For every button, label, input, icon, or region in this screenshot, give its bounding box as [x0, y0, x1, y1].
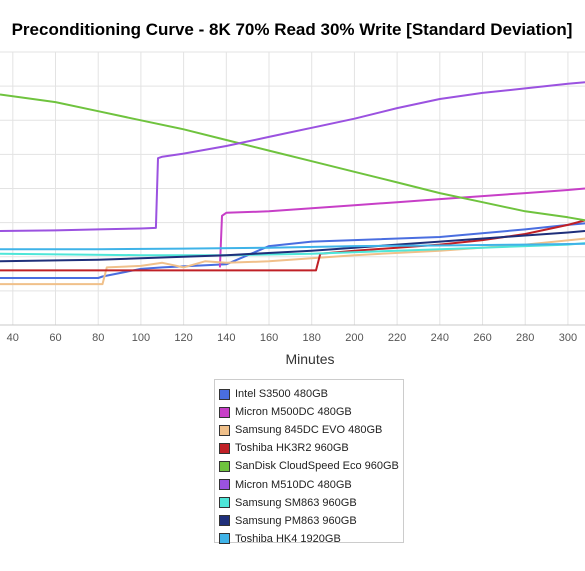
grid: [0, 51, 585, 326]
legend-swatch: [219, 442, 230, 454]
legend-swatch: [219, 533, 230, 545]
legend-swatch: [219, 460, 230, 472]
legend-label: Samsung 845DC EVO 480GB: [235, 424, 383, 437]
legend-label: Samsung SM863 960GB: [235, 496, 357, 509]
x-tick-labels: 40 60 80 100 120 140 160 180 200 220 240 260 280 300: [7, 332, 577, 344]
legend-label: Micron M500DC 480GB: [235, 406, 352, 419]
series-lines: [0, 81, 585, 286]
legend: Intel S3500 480GB Micron M500DC 480GB Sams…: [214, 379, 404, 545]
series-line-5: [0, 93, 585, 222]
legend-item: Samsung SM863 960GB: [219, 494, 403, 512]
legend-swatch: [219, 424, 230, 436]
legend-swatch: [219, 497, 230, 509]
legend-swatch: [219, 406, 230, 418]
x-tick-label: 40: [7, 332, 19, 344]
legend-item: Micron M510DC 480GB: [219, 475, 403, 493]
series-line-2: [218, 187, 585, 268]
legend-label: Intel S3500 480GB: [235, 388, 328, 401]
x-tick-label: 280: [516, 332, 534, 344]
series-line-9: [0, 242, 585, 251]
x-tick-label: 160: [260, 332, 278, 344]
x-tick-label: 60: [49, 332, 61, 344]
legend-item: Samsung PM863 960GB: [219, 512, 403, 530]
x-tick-label: 80: [92, 332, 104, 344]
legend-label: Toshiba HK4 1920GB: [235, 532, 341, 545]
series-line-3: [0, 237, 585, 286]
series-line-6: [0, 81, 585, 232]
legend-item: Micron M500DC 480GB: [219, 403, 403, 421]
legend-swatch: [219, 479, 230, 491]
legend-item: SanDisk CloudSpeed Eco 960GB: [219, 457, 403, 475]
series-line-1: [0, 222, 585, 279]
x-tick-label: 260: [473, 332, 491, 344]
x-tick-label: 140: [217, 332, 235, 344]
x-tick-label: 180: [303, 332, 321, 344]
legend-label: Toshiba HK3R2 960GB: [235, 442, 349, 455]
x-tick-label: 200: [345, 332, 363, 344]
x-tick-label: 100: [132, 332, 150, 344]
x-axis-label: Minutes: [285, 351, 334, 367]
legend-label: Micron M510DC 480GB: [235, 478, 352, 491]
chart-title: Preconditioning Curve - 8K 70% Read 30% …: [12, 20, 573, 39]
legend-swatch: [219, 388, 230, 400]
legend-label: Samsung PM863 960GB: [235, 514, 357, 527]
x-tick-label: 120: [174, 332, 192, 344]
legend-item: Samsung 845DC EVO 480GB: [219, 421, 403, 439]
x-tick-label: 220: [388, 332, 406, 344]
series-line-4: [0, 219, 585, 272]
legend-item: Toshiba HK4 1920GB: [219, 530, 403, 548]
legend-swatch: [219, 515, 230, 527]
legend-item: Intel S3500 480GB: [219, 385, 403, 403]
x-tick-label: 240: [431, 332, 449, 344]
series-line-8: [0, 230, 585, 263]
legend-label: SanDisk CloudSpeed Eco 960GB: [235, 460, 399, 473]
legend-item: Toshiba HK3R2 960GB: [219, 439, 403, 457]
x-tick-label: 300: [559, 332, 577, 344]
